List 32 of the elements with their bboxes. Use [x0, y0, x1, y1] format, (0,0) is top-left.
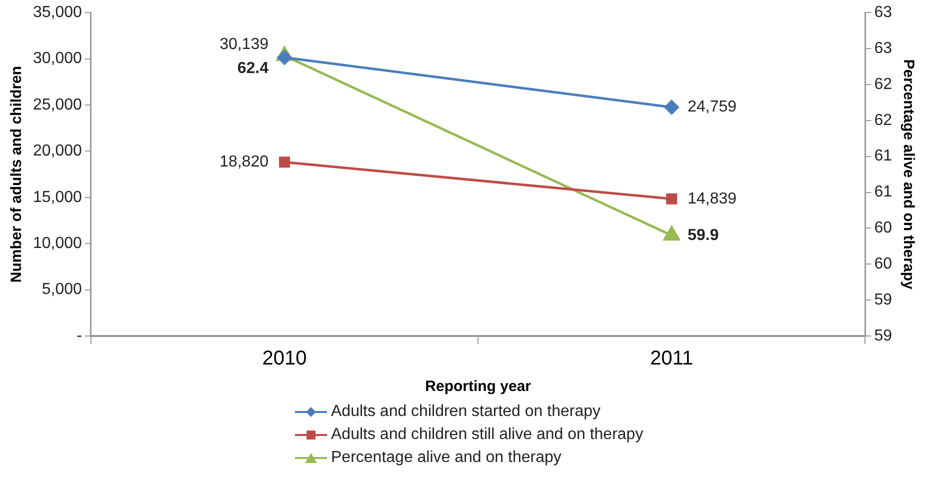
y2-tick-label: 59: [874, 327, 892, 344]
y-tick-label: 30,000: [33, 50, 82, 68]
y-tick-label: 5,000: [42, 281, 82, 298]
y2-tick-label: 62: [874, 112, 892, 129]
x-tick-label: 2010: [262, 348, 307, 370]
y-tick-label: 15,000: [33, 188, 82, 206]
y2-axis-title: Percentage alive and on therapy: [900, 59, 917, 290]
legend-label: Adults and children started on therapy: [331, 402, 600, 420]
data-label: 30,139: [220, 36, 269, 54]
legend-label: Percentage alive and on therapy: [331, 448, 562, 466]
y2-tick-label: 61: [874, 148, 892, 165]
y2-tick-label: 60: [874, 256, 892, 273]
data-label: 14,839: [688, 190, 737, 208]
y-tick-label: -: [76, 327, 82, 344]
y2-tick-label: 62: [874, 76, 892, 93]
y-axis-title: Number of adults and children: [8, 66, 26, 283]
x-tick-label: 2011: [650, 348, 694, 370]
y2-tick-label: 59: [874, 291, 892, 308]
y-tick-label: 20,000: [33, 142, 82, 160]
data-label: 62.4: [237, 60, 269, 78]
y2-tick-label: 61: [874, 184, 892, 201]
y-tick-label: 35,000: [33, 4, 82, 22]
y-tick-label: 25,000: [33, 96, 82, 114]
data-label: 24,759: [688, 98, 737, 116]
data-label: 18,820: [220, 154, 269, 171]
data-label: 59.9: [688, 226, 719, 244]
legend-label: Adults and children still alive and on therapy: [331, 426, 644, 444]
y-tick-label: 10,000: [33, 235, 82, 252]
y2-tick-label: 63: [874, 4, 892, 22]
y2-tick-label: 60: [874, 220, 892, 237]
x-axis-title: Reporting year: [425, 378, 532, 396]
y2-tick-label: 63: [874, 40, 892, 57]
